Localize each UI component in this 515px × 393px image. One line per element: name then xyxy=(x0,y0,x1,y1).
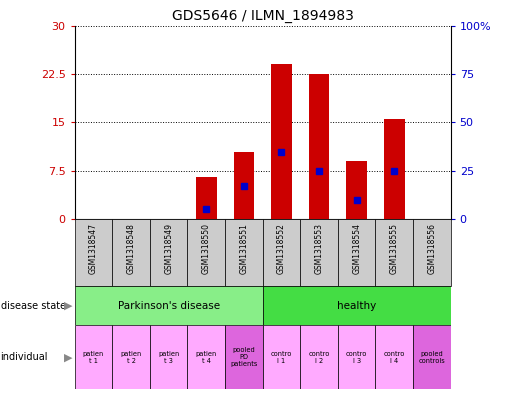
Text: contro
l 1: contro l 1 xyxy=(271,351,292,364)
Bar xyxy=(75,325,112,389)
Bar xyxy=(346,161,367,219)
Text: GSM1318556: GSM1318556 xyxy=(427,223,436,274)
Bar xyxy=(112,325,150,389)
Text: GSM1318549: GSM1318549 xyxy=(164,223,173,274)
Bar xyxy=(338,219,375,286)
Text: patien
t 4: patien t 4 xyxy=(196,351,217,364)
Text: ▶: ▶ xyxy=(63,352,72,362)
Bar xyxy=(271,64,292,219)
Text: contro
l 3: contro l 3 xyxy=(346,351,367,364)
Bar xyxy=(112,219,150,286)
Bar xyxy=(150,325,187,389)
Text: GSM1318551: GSM1318551 xyxy=(239,223,248,274)
Bar xyxy=(300,325,338,389)
Bar xyxy=(263,325,300,389)
Bar xyxy=(233,152,254,219)
Bar xyxy=(263,286,451,325)
Text: patien
t 2: patien t 2 xyxy=(121,351,142,364)
Text: pooled
PD
patients: pooled PD patients xyxy=(230,347,258,367)
Text: GSM1318547: GSM1318547 xyxy=(89,223,98,274)
Bar xyxy=(375,325,413,389)
Bar xyxy=(187,325,225,389)
Bar xyxy=(413,219,451,286)
Bar xyxy=(413,325,451,389)
Bar xyxy=(187,219,225,286)
Bar xyxy=(150,219,187,286)
Bar xyxy=(75,219,112,286)
Text: patien
t 3: patien t 3 xyxy=(158,351,179,364)
Text: contro
l 2: contro l 2 xyxy=(308,351,330,364)
Text: GSM1318555: GSM1318555 xyxy=(390,223,399,274)
Bar xyxy=(308,74,330,219)
Text: GSM1318550: GSM1318550 xyxy=(202,223,211,274)
Bar xyxy=(196,177,217,219)
Bar xyxy=(300,219,338,286)
Text: GSM1318554: GSM1318554 xyxy=(352,223,361,274)
Text: GSM1318548: GSM1318548 xyxy=(127,223,135,274)
Title: GDS5646 / ILMN_1894983: GDS5646 / ILMN_1894983 xyxy=(171,9,354,23)
Text: GSM1318553: GSM1318553 xyxy=(315,223,323,274)
Bar xyxy=(75,286,263,325)
Bar xyxy=(225,219,263,286)
Text: ▶: ▶ xyxy=(63,301,72,311)
Bar xyxy=(263,219,300,286)
Text: healthy: healthy xyxy=(337,301,376,311)
Bar xyxy=(225,325,263,389)
Text: disease state: disease state xyxy=(1,301,65,311)
Text: patien
t 1: patien t 1 xyxy=(83,351,104,364)
Bar xyxy=(338,325,375,389)
Bar xyxy=(384,119,405,219)
Text: GSM1318552: GSM1318552 xyxy=(277,223,286,274)
Text: pooled
controls: pooled controls xyxy=(419,351,445,364)
Text: individual: individual xyxy=(1,352,48,362)
Bar xyxy=(375,219,413,286)
Text: Parkinson's disease: Parkinson's disease xyxy=(117,301,220,311)
Text: contro
l 4: contro l 4 xyxy=(384,351,405,364)
